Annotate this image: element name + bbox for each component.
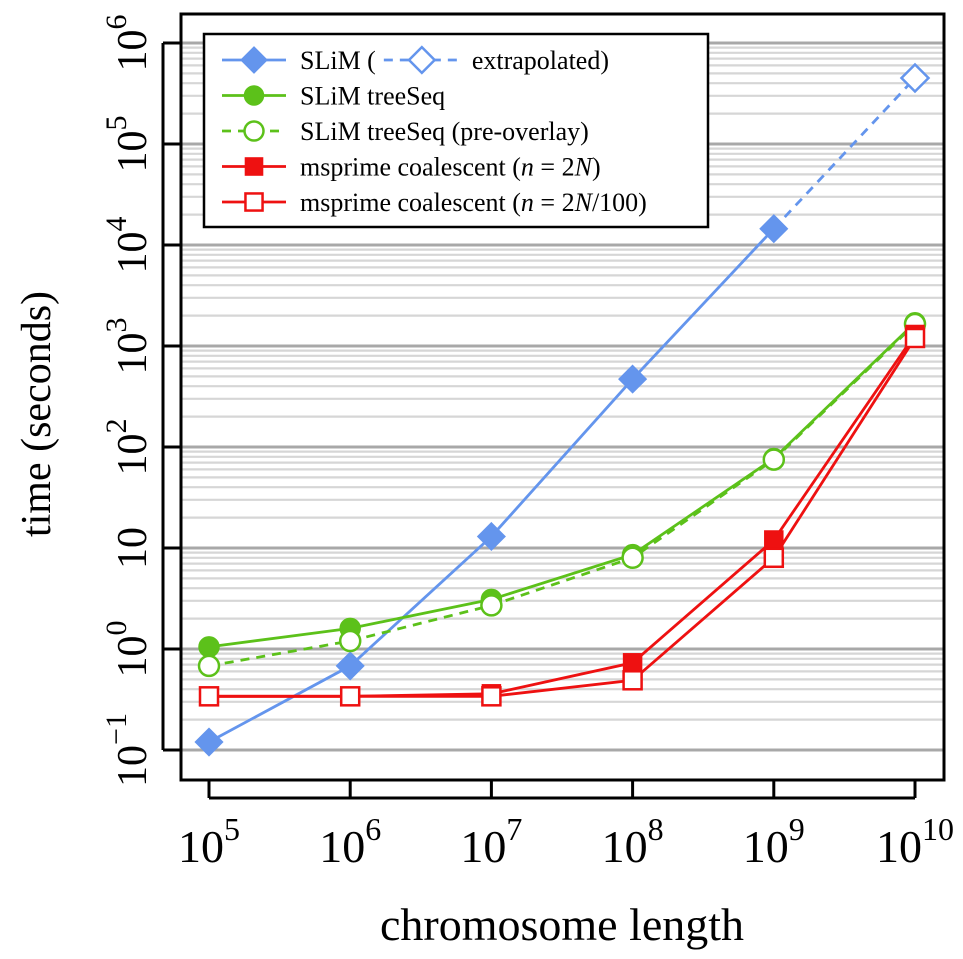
x-tick-label: 1010 — [876, 811, 954, 872]
x-axis-label: chromosome length — [380, 899, 744, 950]
legend-label: SLiM ( — [300, 46, 376, 75]
legend: SLiM ( extrapolated) SLiM treeSeq SLiM tree… — [202, 32, 710, 229]
legend-item: SLiM treeSeq (pre-overlay) — [222, 117, 589, 146]
data-point-diamond — [759, 214, 789, 244]
data-point-square — [622, 670, 643, 691]
legend-label: SLiM treeSeq — [300, 82, 445, 111]
legend-item: msprime coalescent (n = 2N) — [222, 153, 601, 182]
series-markers — [194, 62, 931, 757]
data-point-square — [763, 547, 785, 569]
x-tick-label: 107 — [460, 811, 522, 872]
data-point-circle — [621, 546, 644, 570]
data-point-diamond — [194, 727, 224, 757]
y-tick-label: 10 — [110, 527, 156, 569]
y-axis: 10−1 100 10 102 103 104 105 106 — [100, 15, 181, 787]
series-line-5 — [209, 337, 917, 698]
data-point-circle — [480, 594, 503, 617]
legend-box — [202, 32, 710, 229]
legend-label: SLiM treeSeq (pre-overlay) — [300, 117, 589, 146]
series-line-1 — [772, 77, 917, 230]
data-point-square — [622, 653, 643, 673]
legend-swatch-marker — [244, 192, 264, 212]
data-point-square — [764, 530, 784, 550]
legend-item: msprime coalescent (n = 2N/100) — [222, 188, 647, 217]
y-tick-label: 104 — [100, 217, 156, 274]
y-tick-label: 106 — [100, 15, 156, 72]
x-tick-label: 109 — [743, 811, 805, 872]
y-axis-label: time (seconds) — [14, 291, 60, 537]
data-point-diamond — [899, 62, 931, 94]
legend-label: msprime coalescent (n = 2N) — [300, 153, 601, 182]
data-point-diamond — [618, 364, 648, 394]
data-point-diamond — [335, 651, 365, 681]
data-point-square — [198, 686, 220, 707]
legend-label: extrapolated) — [472, 46, 609, 75]
legend-item: SLiM treeSeq — [222, 82, 445, 111]
legend-swatch-marker — [243, 85, 265, 106]
y-tick-label: 100 — [100, 621, 156, 678]
data-point-square — [904, 327, 926, 349]
y-tick-label: 105 — [100, 116, 156, 173]
data-point-circle — [762, 448, 786, 471]
data-point-diamond — [476, 521, 506, 552]
legend-swatch-marker — [407, 45, 437, 75]
data-point-square — [339, 686, 361, 707]
legend-label: msprime coalescent (n = 2N/100) — [300, 188, 647, 217]
x-tick-label: 105 — [178, 811, 240, 872]
x-tick-label: 108 — [602, 811, 664, 872]
x-tick-label: 106 — [319, 811, 381, 872]
legend-swatch-marker — [243, 120, 265, 142]
x-axis: 105 106 107 108 109 1010 — [178, 780, 954, 872]
y-tick-label: 102 — [100, 419, 156, 476]
legend-swatch-marker — [240, 46, 268, 74]
series-line-2 — [208, 321, 916, 649]
series-line-3 — [208, 323, 916, 668]
data-point-square — [481, 686, 502, 707]
legend-item: SLiM ( extrapolated) — [222, 45, 609, 75]
plot-frame — [179, 12, 946, 782]
series-line-4 — [209, 333, 917, 698]
y-tick-label: 10−1 — [100, 713, 156, 787]
y-tick-label: 103 — [100, 318, 156, 375]
data-point-circle — [198, 636, 220, 658]
legend-swatch-marker — [244, 157, 264, 176]
data-point-circle — [197, 654, 221, 678]
data-point-circle — [338, 629, 362, 653]
